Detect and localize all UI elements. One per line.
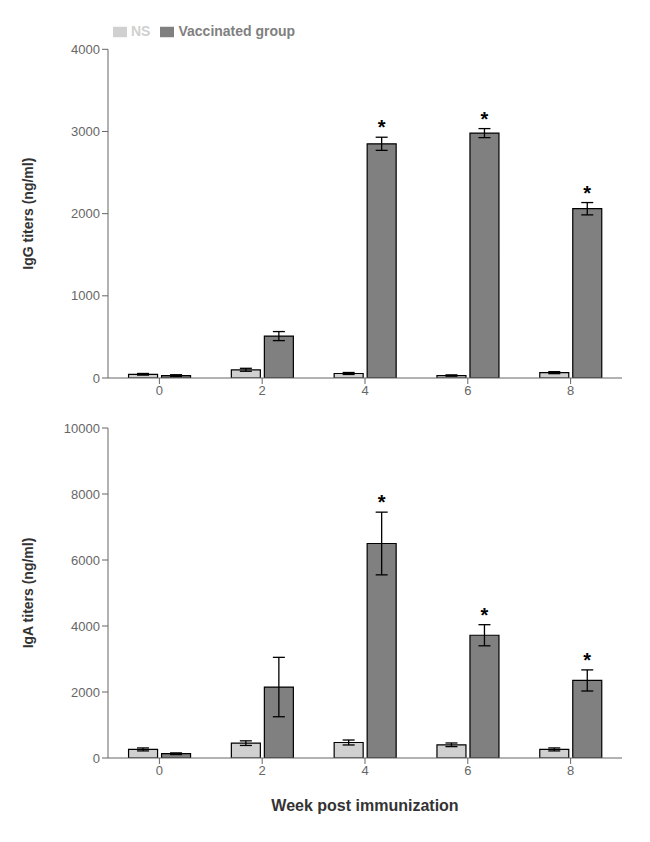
svg-text:Week post immunization: Week post immunization bbox=[271, 797, 458, 814]
svg-text:4: 4 bbox=[361, 763, 368, 778]
svg-text:4000: 4000 bbox=[71, 619, 100, 634]
svg-text:4000: 4000 bbox=[71, 42, 100, 57]
svg-text:4: 4 bbox=[361, 383, 368, 398]
svg-text:2000: 2000 bbox=[71, 206, 100, 221]
svg-text:*: * bbox=[583, 649, 591, 671]
svg-text:3000: 3000 bbox=[71, 124, 100, 139]
svg-text:10000: 10000 bbox=[64, 421, 100, 436]
svg-text:2: 2 bbox=[259, 763, 266, 778]
svg-text:IgG titers (ng/ml): IgG titers (ng/ml) bbox=[20, 158, 36, 270]
svg-text:*: * bbox=[481, 108, 489, 130]
svg-text:2: 2 bbox=[259, 383, 266, 398]
svg-text:8: 8 bbox=[567, 763, 574, 778]
svg-text:6: 6 bbox=[464, 763, 471, 778]
svg-text:0: 0 bbox=[93, 371, 100, 386]
svg-text:8000: 8000 bbox=[71, 487, 100, 502]
svg-text:*: * bbox=[481, 604, 489, 626]
svg-text:6000: 6000 bbox=[71, 553, 100, 568]
html-text:Vaccinated group: Vaccinated group bbox=[178, 23, 296, 39]
svg-text:2000: 2000 bbox=[71, 685, 100, 700]
svg-text:0: 0 bbox=[156, 383, 163, 398]
svg-text:*: * bbox=[378, 116, 386, 138]
svg-text:*: * bbox=[378, 491, 386, 513]
svg-text:8: 8 bbox=[567, 383, 574, 398]
svg-text:1000: 1000 bbox=[71, 288, 100, 303]
svg-text:IgA titers (ng/ml): IgA titers (ng/ml) bbox=[20, 538, 36, 649]
svg-text:*: * bbox=[583, 182, 591, 204]
svg-text:0: 0 bbox=[93, 751, 100, 766]
svg-text:6: 6 bbox=[464, 383, 471, 398]
html-text:NS: NS bbox=[131, 23, 151, 39]
svg-text:0: 0 bbox=[156, 763, 163, 778]
